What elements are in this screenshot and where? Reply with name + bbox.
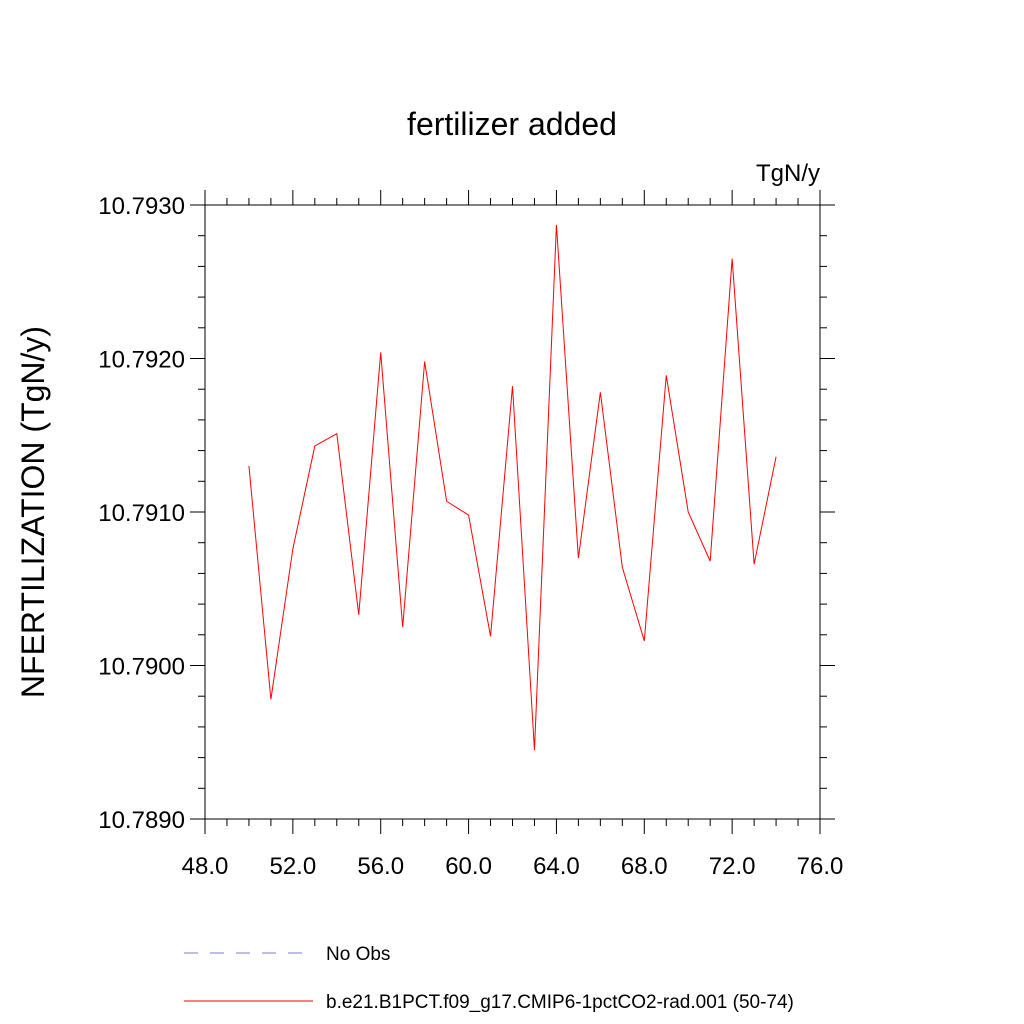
- plot-frame: [204, 204, 821, 820]
- x-tick-label: 56.0: [357, 853, 404, 880]
- y-tick-label: 10.7900: [98, 654, 185, 681]
- x-tick-label: 52.0: [269, 853, 316, 880]
- y-tick-label: 10.7910: [98, 500, 185, 527]
- series-layer: [248, 224, 777, 750]
- x-tick-label: 60.0: [445, 853, 492, 880]
- units-label: TgN/y: [756, 160, 820, 187]
- series-line: [248, 224, 777, 750]
- legend-label: No Obs: [326, 944, 390, 965]
- chart-title: fertilizer added: [407, 106, 617, 142]
- y-tick-label: 10.7890: [98, 807, 185, 834]
- x-tick-label: 48.0: [182, 853, 229, 880]
- x-tick-label: 64.0: [533, 853, 580, 880]
- legend: No Obs b.e21.B1PCT.f09_g17.CMIP6-1pctCO2-…: [184, 944, 794, 1013]
- x-tick-label: 76.0: [797, 853, 844, 880]
- x-tick-label: 68.0: [621, 853, 668, 880]
- axis-ticks: 48.0 52.0 56.0 60.0 64.0 68.0 72.0 76.0 10.7890 1…: [98, 190, 843, 880]
- y-tick-label: 10.7930: [98, 193, 185, 220]
- y-axis-label: NFERTILIZATION (TgN/y): [15, 326, 51, 698]
- legend-label: b.e21.B1PCT.f09_g17.CMIP6-1pctCO2-rad.00…: [326, 992, 794, 1013]
- x-tick-label: 72.0: [709, 853, 756, 880]
- y-tick-label: 10.7920: [98, 347, 185, 374]
